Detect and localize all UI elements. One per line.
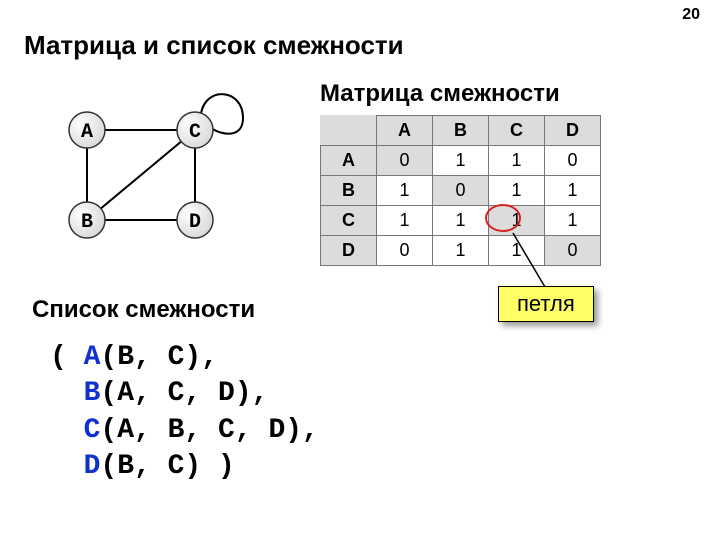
matrix-cell: 1 (433, 146, 489, 176)
matrix-cell: 0 (545, 146, 601, 176)
matrix-col-header: A (377, 116, 433, 146)
matrix-row-header: A (321, 146, 377, 176)
graph-node-label: B (81, 211, 93, 234)
adjacency-list: ( A(B, C), B(A, C, D), C(A, B, C, D), D(… (50, 340, 319, 486)
matrix-cell: 1 (489, 176, 545, 206)
graph-node-label: C (189, 121, 201, 144)
matrix-col-header: B (433, 116, 489, 146)
page-number: 20 (682, 6, 700, 24)
list-title: Список смежности (32, 296, 255, 324)
matrix-cell: 0 (433, 176, 489, 206)
matrix-cell: 1 (377, 206, 433, 236)
matrix-row-header: B (321, 176, 377, 206)
matrix-cell: 1 (489, 146, 545, 176)
matrix-cell: 1 (489, 236, 545, 266)
graph-node-label: A (81, 121, 93, 144)
matrix-cell: 0 (377, 146, 433, 176)
matrix-row-header: C (321, 206, 377, 236)
adj-list-line: C(A, B, C, D), (50, 413, 319, 449)
adj-list-key: A (84, 342, 101, 373)
matrix-cell: 0 (545, 236, 601, 266)
matrix-cell: 1 (433, 236, 489, 266)
page-title: Матрица и список смежности (24, 30, 404, 61)
callout-text: петля (517, 291, 575, 316)
adj-list-line: B(A, C, D), (50, 376, 319, 412)
adj-list-key: B (84, 378, 101, 409)
graph-diagram: A C B D (55, 90, 265, 270)
matrix-cell: 1 (377, 176, 433, 206)
loop-callout: петля (498, 286, 594, 322)
matrix-title: Матрица смежности (320, 80, 560, 108)
adj-list-key: C (84, 415, 101, 446)
adj-list-line: ( A(B, C), (50, 340, 319, 376)
matrix-row-header: D (321, 236, 377, 266)
matrix-cell: 1 (433, 206, 489, 236)
matrix-cell: 0 (377, 236, 433, 266)
matrix-cell: 1 (545, 206, 601, 236)
graph-node-label: D (189, 211, 201, 234)
matrix-corner (321, 116, 377, 146)
adjacency-matrix: ABCDA0110B1011C1111D0110 (320, 115, 601, 266)
matrix-cell: 1 (489, 206, 545, 236)
matrix-col-header: C (489, 116, 545, 146)
adj-list-key: D (84, 451, 101, 482)
graph-edge (87, 130, 195, 220)
matrix-cell: 1 (545, 176, 601, 206)
matrix-col-header: D (545, 116, 601, 146)
adj-list-line: D(B, C) ) (50, 449, 319, 485)
